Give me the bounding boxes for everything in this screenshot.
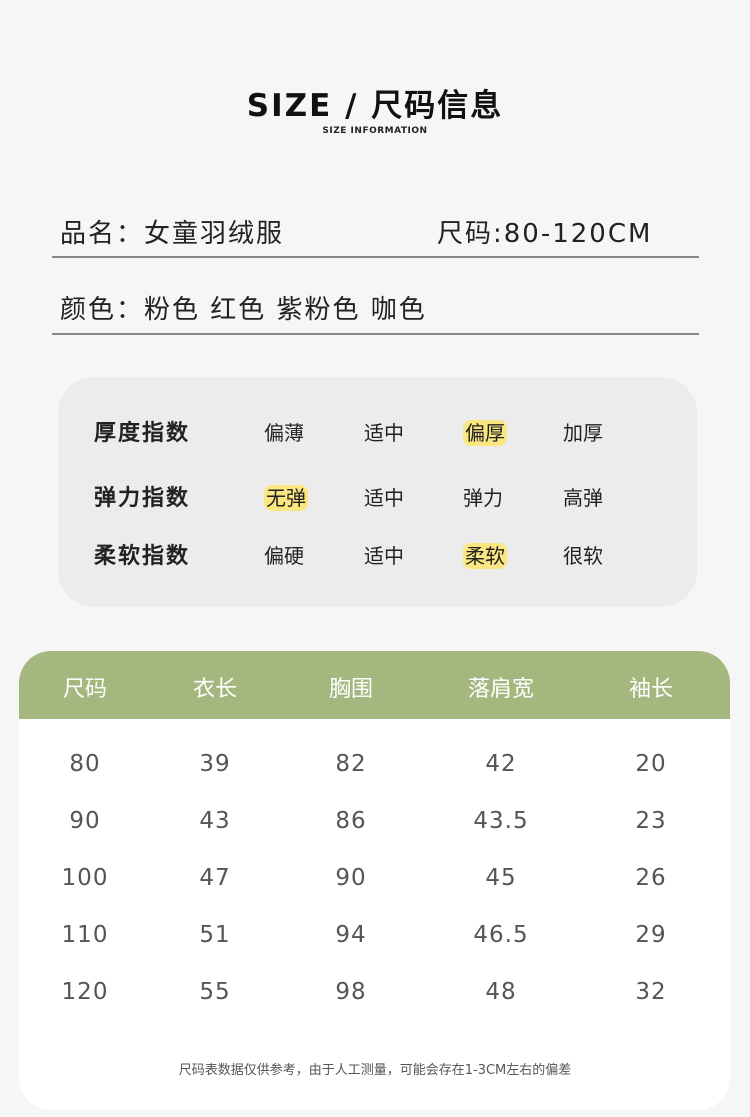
table-cell: 46.5 bbox=[473, 922, 529, 948]
table-cell: 98 bbox=[335, 979, 367, 1005]
table-cell: 86 bbox=[335, 808, 367, 834]
index-option-label: 适中 bbox=[364, 544, 404, 568]
index-option-label: 加厚 bbox=[563, 421, 603, 445]
table-cell: 110 bbox=[61, 922, 109, 948]
table-cell: 20 bbox=[635, 751, 667, 777]
size-table-header: 尺码 衣长 胸围 落肩宽 袖长 bbox=[19, 651, 730, 719]
table-cell: 39 bbox=[199, 751, 231, 777]
table-cell: 47 bbox=[199, 865, 231, 891]
index-option-label: 偏硬 bbox=[264, 544, 304, 568]
index-option: 加厚 bbox=[563, 417, 623, 446]
index-option-label: 弹力 bbox=[463, 486, 503, 510]
divider bbox=[52, 256, 699, 258]
table-cell: 26 bbox=[635, 865, 667, 891]
column-header: 袖长 bbox=[628, 677, 673, 702]
fabric-index-card: 厚度指数 偏薄 适中 偏厚 加厚 弹力指数 无弹 适中 弹力 高弹 柔软指数 偏硬 适中 柔软 很软 bbox=[58, 377, 697, 607]
column-header: 衣长 bbox=[192, 677, 237, 702]
size-table: 尺码 衣长 胸围 落肩宽 袖长 80 39 82 42 20 90 43 86 43.5 23 100 47 9… bbox=[19, 651, 730, 1110]
size-note: 尺码表数据仅供参考，由于人工测量，可能会存在1-3CM左右的偏差 bbox=[178, 1063, 572, 1078]
table-cell: 32 bbox=[635, 979, 667, 1005]
table-cell: 23 bbox=[635, 808, 667, 834]
page-title: SIZE / 尺码信息 bbox=[246, 88, 504, 124]
index-option: 适中 bbox=[364, 540, 424, 569]
index-option-selected: 无弹 bbox=[264, 482, 324, 511]
index-option-label: 适中 bbox=[364, 486, 404, 510]
table-cell: 55 bbox=[199, 979, 231, 1005]
product-size-range: 尺码:80-120CM bbox=[437, 219, 653, 249]
index-row: 柔软指数 偏硬 适中 柔软 很软 bbox=[58, 532, 697, 572]
index-option-label: 很软 bbox=[563, 544, 603, 568]
product-name: 品名：女童羽绒服 bbox=[60, 219, 285, 249]
table-cell: 43.5 bbox=[473, 808, 529, 834]
table-cell: 80 bbox=[69, 751, 101, 777]
table-cell: 100 bbox=[61, 865, 109, 891]
divider bbox=[52, 333, 699, 335]
index-option-label: 偏薄 bbox=[264, 421, 304, 445]
table-cell: 82 bbox=[335, 751, 367, 777]
table-cell: 42 bbox=[485, 751, 517, 777]
table-cell: 45 bbox=[485, 865, 517, 891]
index-option: 适中 bbox=[364, 417, 424, 446]
index-option-label: 适中 bbox=[364, 421, 404, 445]
table-cell: 120 bbox=[61, 979, 109, 1005]
column-header: 胸围 bbox=[328, 677, 373, 702]
product-colors: 颜色：粉色 红色 紫粉色 咖色 bbox=[60, 295, 427, 325]
index-option: 偏薄 bbox=[264, 417, 324, 446]
index-label: 弹力指数 bbox=[94, 486, 191, 511]
index-option-selected: 偏厚 bbox=[463, 417, 523, 446]
column-header: 落肩宽 bbox=[467, 677, 534, 702]
table-cell: 29 bbox=[635, 922, 667, 948]
index-option-selected: 柔软 bbox=[463, 540, 523, 569]
table-cell: 48 bbox=[485, 979, 517, 1005]
index-option-label: 高弹 bbox=[563, 486, 603, 510]
index-option-label: 偏厚 bbox=[463, 420, 507, 446]
index-option: 弹力 bbox=[463, 482, 523, 511]
table-cell: 51 bbox=[199, 922, 231, 948]
index-option-label: 柔软 bbox=[463, 543, 507, 569]
table-cell: 94 bbox=[335, 922, 367, 948]
index-row: 弹力指数 无弹 适中 弹力 高弹 bbox=[58, 474, 697, 514]
index-label: 柔软指数 bbox=[94, 544, 191, 569]
index-label: 厚度指数 bbox=[94, 421, 191, 446]
index-option: 很软 bbox=[563, 540, 623, 569]
column-header: 尺码 bbox=[62, 677, 107, 702]
page-subtitle: SIZE INFORMATION bbox=[322, 126, 428, 136]
table-cell: 43 bbox=[199, 808, 231, 834]
table-cell: 90 bbox=[69, 808, 101, 834]
index-option: 高弹 bbox=[563, 482, 623, 511]
index-row: 厚度指数 偏薄 适中 偏厚 加厚 bbox=[58, 409, 697, 449]
index-option: 适中 bbox=[364, 482, 424, 511]
table-cell: 90 bbox=[335, 865, 367, 891]
index-option: 偏硬 bbox=[264, 540, 324, 569]
index-option-label: 无弹 bbox=[264, 485, 308, 511]
